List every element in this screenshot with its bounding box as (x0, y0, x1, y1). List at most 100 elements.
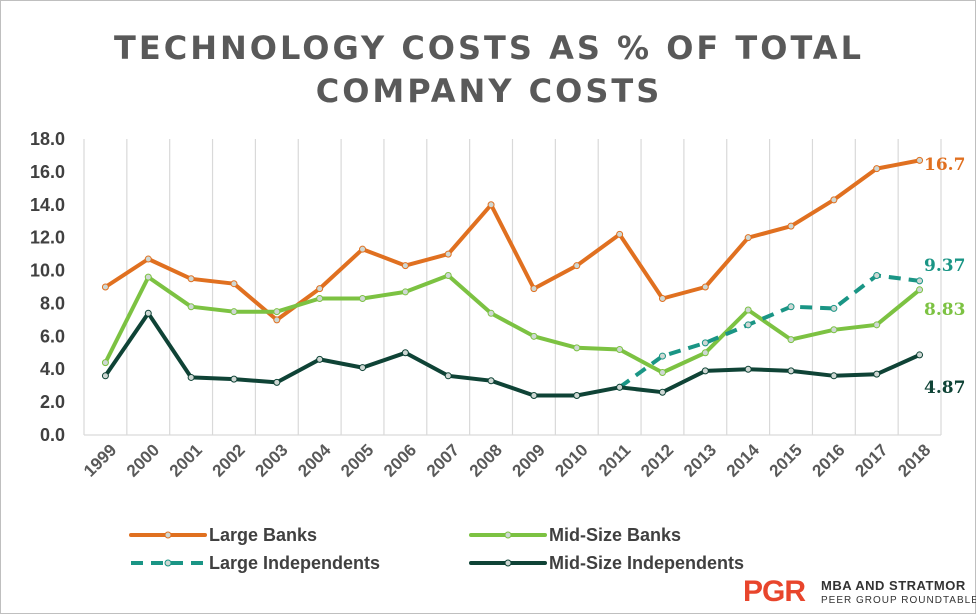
y-tick-label: 18.0 (30, 129, 65, 149)
y-tick-label: 10.0 (30, 261, 65, 281)
y-tick-label: 16.0 (30, 162, 65, 182)
end-value-label: 16.7 (924, 155, 965, 175)
data-point (873, 165, 881, 173)
data-point (916, 286, 924, 294)
data-point (273, 316, 281, 324)
data-point (830, 326, 838, 334)
data-point (744, 234, 752, 242)
data-point (101, 359, 109, 367)
y-tick-label: 6.0 (40, 326, 65, 346)
x-tick-label: 2014 (723, 440, 764, 481)
x-tick-label: 2011 (595, 440, 635, 480)
data-point (401, 349, 409, 357)
data-point (101, 372, 109, 380)
data-point (487, 309, 495, 317)
x-tick-label: 2006 (380, 440, 420, 480)
legend-marker (504, 531, 512, 539)
series-line (618, 273, 920, 389)
y-tick-label: 12.0 (30, 228, 65, 248)
data-point (144, 309, 152, 317)
series-line (103, 158, 922, 322)
x-tick-label: 2007 (423, 440, 463, 480)
legend-label: Mid-Size Independents (549, 553, 744, 573)
data-point (873, 321, 881, 329)
data-point (616, 383, 624, 391)
data-point (316, 295, 324, 303)
x-tick-label: 2002 (209, 440, 249, 480)
data-point (701, 367, 709, 375)
data-point (359, 245, 367, 253)
x-tick-label: 2004 (294, 440, 335, 481)
x-tick-label: 2005 (337, 440, 377, 480)
x-tick-label: 2015 (766, 440, 806, 480)
data-point (316, 285, 324, 293)
data-point (230, 308, 238, 316)
data-point (830, 304, 838, 312)
data-point (658, 295, 666, 303)
data-point (658, 369, 666, 377)
data-point (101, 283, 109, 291)
data-point (316, 355, 324, 363)
data-point (787, 367, 795, 375)
end-value-label: 4.87 (924, 378, 965, 398)
data-point (573, 392, 581, 400)
y-tick-label: 0.0 (40, 425, 65, 445)
legend-label: Large Independents (209, 553, 380, 573)
data-point (701, 339, 709, 347)
x-tick-label: 2009 (509, 440, 549, 480)
data-point (487, 377, 495, 385)
data-point (701, 349, 709, 357)
series-lines (101, 156, 924, 400)
x-tick-label: 2010 (551, 440, 591, 480)
x-tick-label: 2013 (680, 440, 720, 480)
y-tick-label: 8.0 (40, 293, 65, 313)
data-point (658, 388, 666, 396)
data-point (744, 321, 752, 329)
data-point (444, 250, 452, 258)
chart-title-line-1: TECHNOLOGY COSTS AS % OF TOTAL (114, 29, 864, 67)
y-tick-label: 4.0 (40, 359, 65, 379)
legend-marker (164, 531, 172, 539)
logo-line-2: PEER GROUP ROUNDTABLES (821, 595, 976, 606)
y-tick-label: 14.0 (30, 195, 65, 215)
data-point (573, 262, 581, 270)
chart-title-line-2: COMPANY COSTS (316, 72, 663, 110)
x-tick-label: 2016 (809, 440, 849, 480)
data-point (658, 352, 666, 360)
data-point (530, 285, 538, 293)
end-value-label: 8.83 (924, 300, 965, 320)
series-line (103, 311, 922, 398)
data-point (530, 332, 538, 340)
x-tick-label: 2003 (251, 440, 291, 480)
data-point (573, 344, 581, 352)
data-point (359, 364, 367, 372)
data-point (916, 156, 924, 164)
data-point (830, 372, 838, 380)
x-tick-label: 2001 (166, 440, 206, 480)
legend-label: Mid-Size Banks (549, 525, 681, 545)
data-point (273, 378, 281, 386)
x-tick-label: 1999 (80, 440, 120, 480)
data-point (873, 370, 881, 378)
data-point (873, 271, 881, 279)
data-point (230, 280, 238, 288)
data-point (187, 303, 195, 311)
x-tick-label: 2012 (637, 440, 677, 480)
data-point (744, 365, 752, 373)
gridlines (83, 139, 942, 435)
data-point (230, 375, 238, 383)
data-point (787, 336, 795, 344)
logo-mark: PGR (743, 575, 806, 608)
end-value-label: 9.37 (924, 256, 965, 276)
data-point (830, 196, 838, 204)
x-tick-label: 2018 (894, 440, 934, 480)
data-point (530, 392, 538, 400)
data-point (616, 230, 624, 238)
data-point (444, 372, 452, 380)
data-point (916, 277, 924, 285)
data-point (401, 262, 409, 270)
pgr-logo: PGR MBA AND STRATMOR PEER GROUP ROUNDTAB… (743, 575, 976, 611)
